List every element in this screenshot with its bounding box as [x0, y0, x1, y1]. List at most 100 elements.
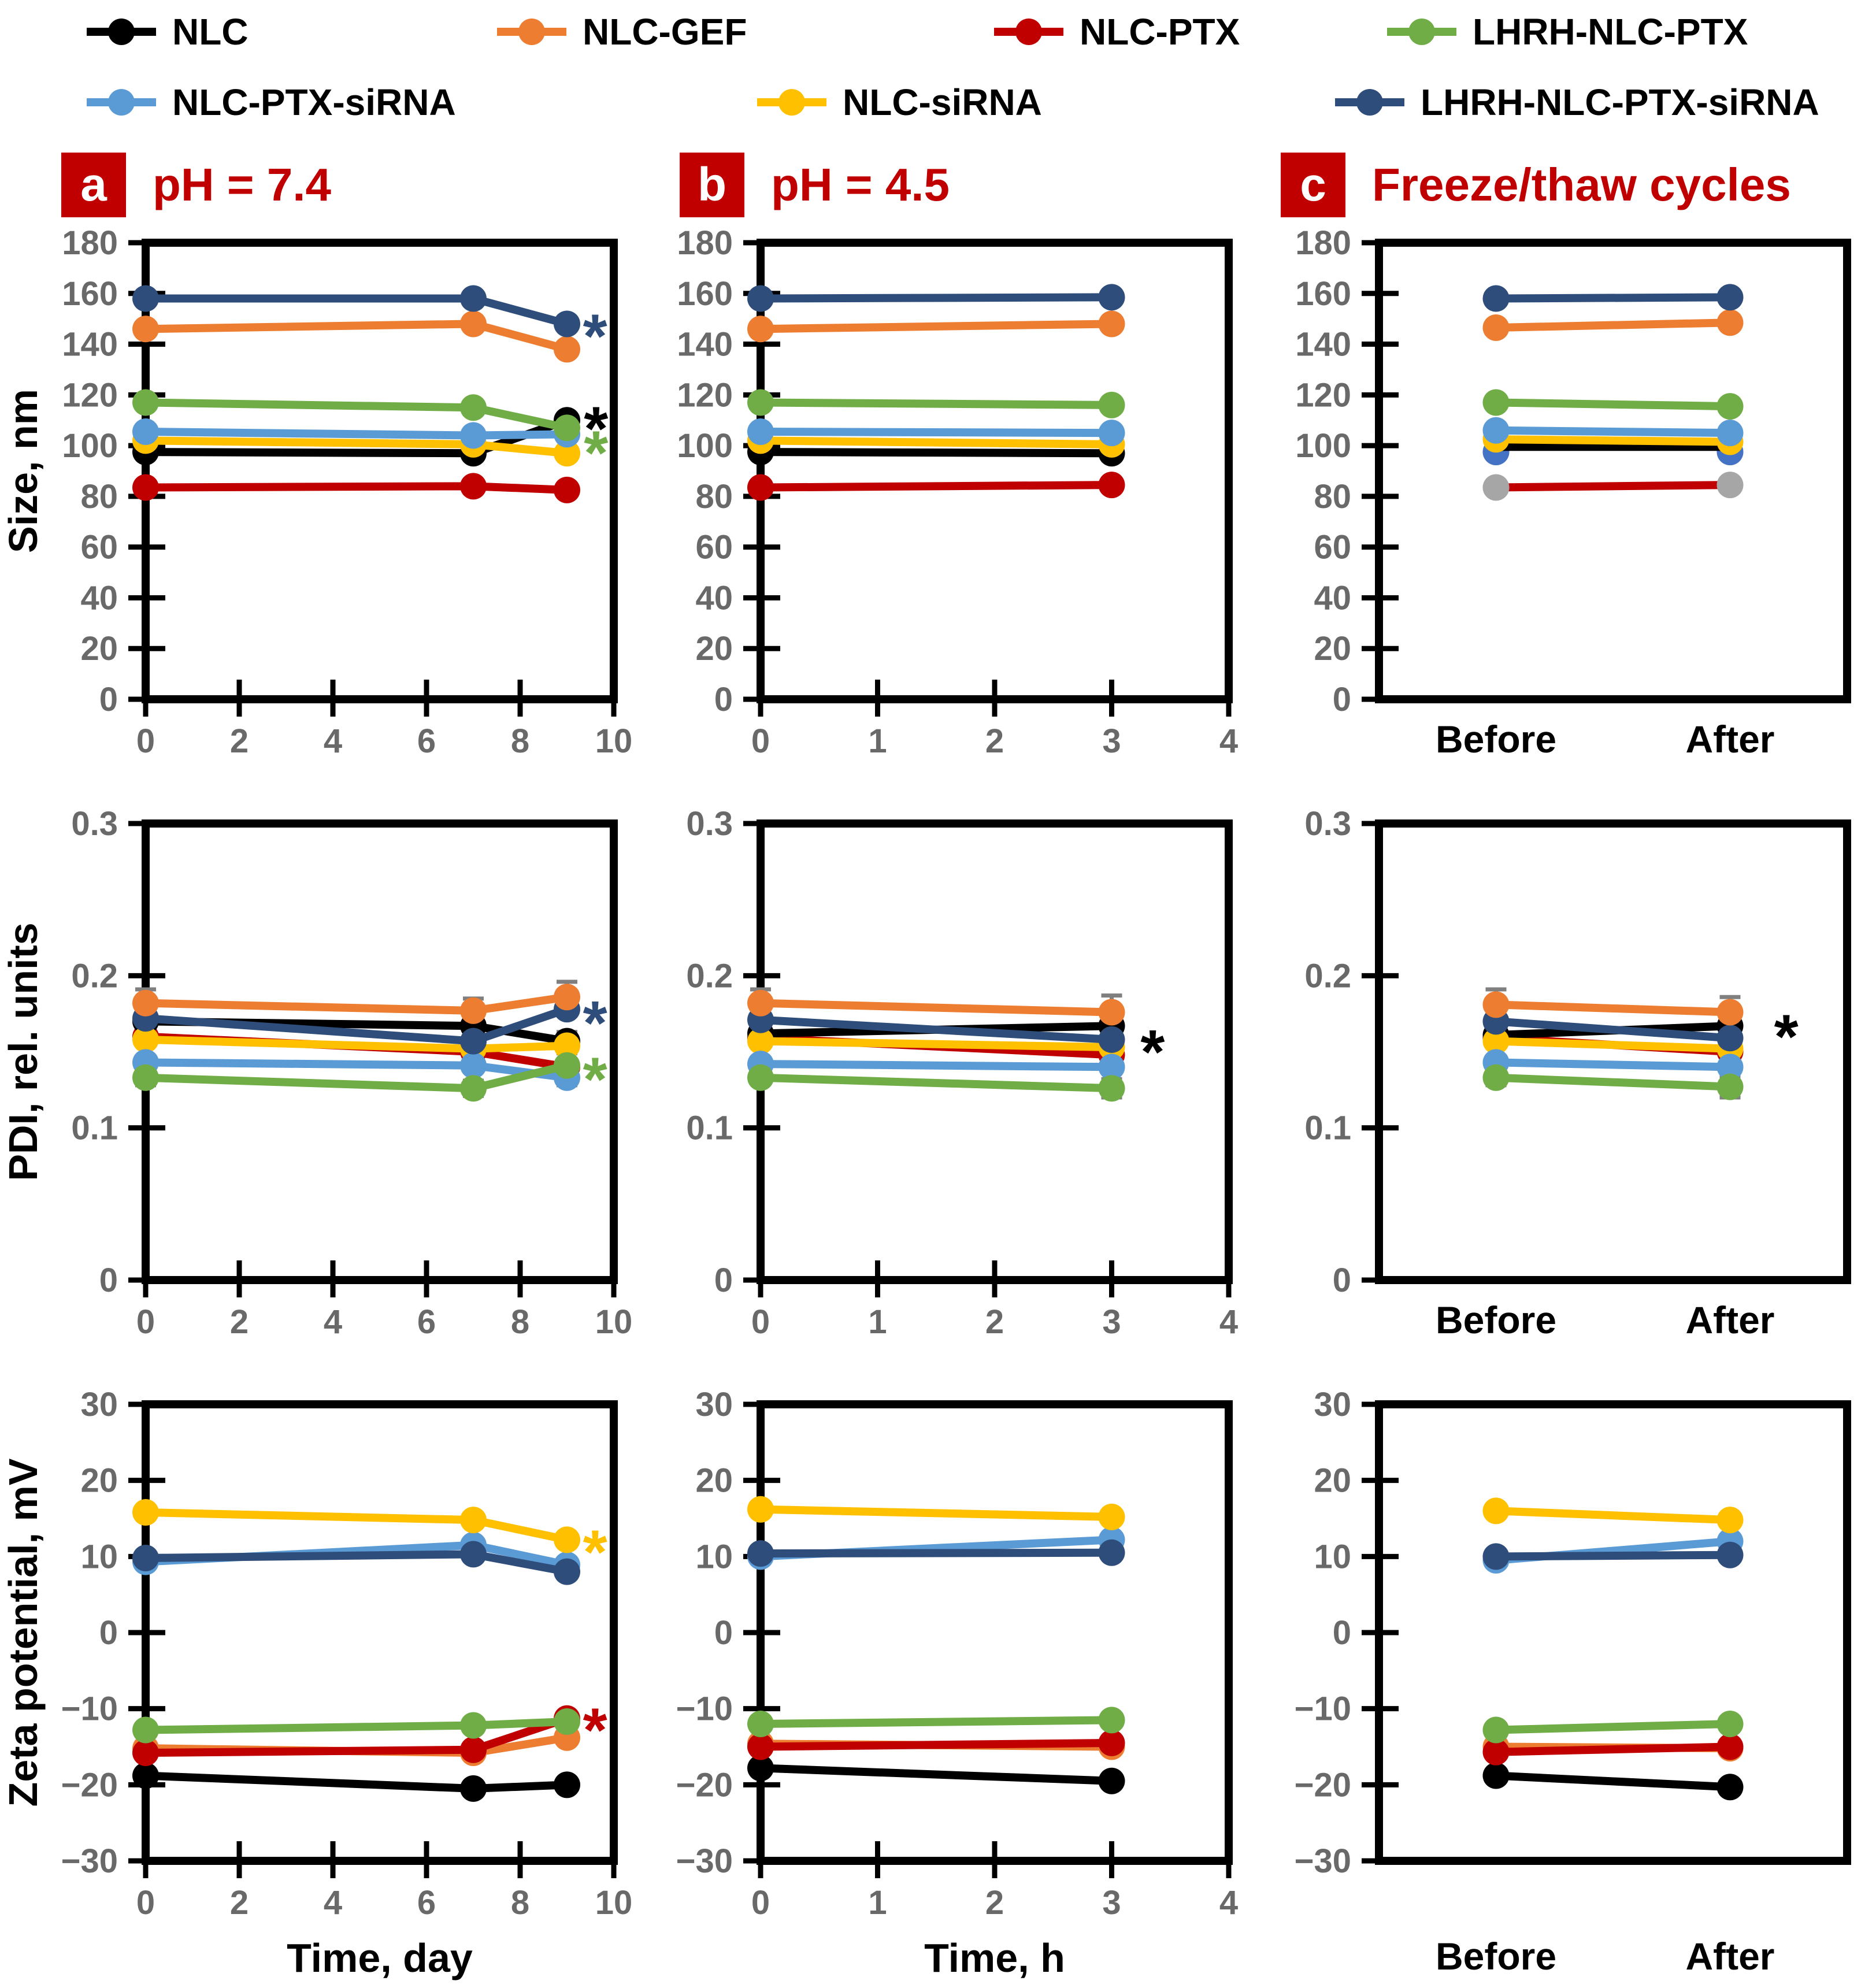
svg-text:*: * [583, 1044, 607, 1114]
svg-text:*: * [1774, 1002, 1799, 1071]
svg-text:30: 30 [1314, 1387, 1351, 1423]
svg-text:4: 4 [324, 722, 342, 760]
legend-item-nlc-ptx: NLC-PTX [994, 10, 1240, 53]
svg-text:30: 30 [695, 1387, 733, 1423]
svg-text:6: 6 [417, 1303, 436, 1341]
svg-text:20: 20 [695, 1462, 733, 1500]
line-marker-icon [87, 18, 156, 45]
svg-text:10: 10 [695, 1538, 733, 1575]
svg-text:4: 4 [1219, 1884, 1238, 1922]
chart-zeta-freezethaw: −30 −20 −10 0 10 20 30 Before After [1295, 1387, 1851, 1978]
legend-item-nlc: NLC [87, 10, 249, 53]
svg-text:20: 20 [80, 1462, 118, 1500]
svg-text:After: After [1685, 1299, 1774, 1341]
svg-text:Time, day: Time, day [287, 1935, 473, 1980]
svg-text:*: * [584, 394, 608, 463]
svg-text:After: After [1685, 1935, 1774, 1978]
svg-text:140: 140 [62, 326, 118, 364]
svg-text:100: 100 [1295, 427, 1351, 465]
svg-text:0: 0 [714, 681, 733, 718]
svg-text:PDI, rel. units: PDI, rel. units [1, 922, 46, 1181]
svg-text:0.3: 0.3 [1304, 806, 1351, 843]
svg-text:4: 4 [324, 1303, 342, 1341]
svg-text:140: 140 [677, 326, 733, 364]
svg-text:*: * [1140, 1017, 1165, 1086]
svg-text:−10: −10 [61, 1690, 118, 1728]
svg-text:*: * [583, 988, 607, 1058]
svg-text:0.3: 0.3 [71, 806, 118, 843]
chart-size-ph45: 0 20 40 60 80 100 120 140 160 180 0 1 2 3 4 [677, 225, 1238, 760]
svg-text:60: 60 [695, 529, 733, 566]
svg-text:0.2: 0.2 [686, 957, 733, 995]
svg-text:0: 0 [99, 681, 118, 718]
legend: NLC NLC-GEF NLC-PTX LHRH-NLC-PTX NLC-PTX… [0, 0, 1876, 144]
chart-zeta-ph45: −30 −20 −10 0 10 20 30 0 1 2 3 4 Time, h [676, 1387, 1239, 1980]
svg-text:120: 120 [1295, 376, 1351, 414]
panel-letter-badge: c [1281, 153, 1345, 217]
svg-text:80: 80 [1314, 478, 1351, 515]
svg-text:60: 60 [80, 529, 118, 566]
chart-pdi-freezethaw: 0 0.1 0.2 0.3 Before After * [1304, 806, 1851, 1341]
svg-text:80: 80 [695, 478, 733, 515]
svg-text:0.1: 0.1 [1304, 1110, 1351, 1147]
svg-text:−20: −20 [61, 1766, 118, 1804]
chart-pdi-ph45: 0 0.1 0.2 0.3 0 1 2 3 4 * [686, 806, 1238, 1341]
legend-item-nlc-gef: NLC-GEF [497, 10, 747, 53]
svg-text:140: 140 [1295, 326, 1351, 364]
svg-text:0: 0 [1333, 681, 1351, 718]
panel-header-b: b pH = 4.5 [647, 144, 1240, 225]
line-marker-icon [1335, 89, 1404, 116]
svg-text:3: 3 [1102, 1884, 1121, 1922]
svg-text:6: 6 [417, 722, 436, 760]
svg-text:10: 10 [595, 1303, 633, 1341]
panel-letter-badge: a [61, 153, 126, 217]
svg-text:0: 0 [99, 1262, 118, 1299]
svg-text:3: 3 [1102, 1303, 1121, 1341]
legend-label: NLC [172, 11, 249, 53]
legend-item-lhrh-nlc-ptx: LHRH-NLC-PTX [1387, 10, 1748, 53]
svg-text:120: 120 [677, 376, 733, 414]
svg-text:10: 10 [1314, 1538, 1351, 1575]
svg-text:*: * [583, 301, 607, 370]
svg-text:4: 4 [1219, 722, 1238, 760]
panel-letter-badge: b [680, 153, 744, 217]
line-marker-icon [1387, 18, 1456, 45]
svg-text:0: 0 [99, 1614, 118, 1652]
svg-text:0: 0 [136, 722, 155, 760]
svg-text:2: 2 [230, 1303, 249, 1341]
panel-title: pH = 4.5 [771, 159, 950, 210]
svg-text:2: 2 [985, 1884, 1004, 1922]
svg-text:After: After [1685, 718, 1774, 761]
svg-text:160: 160 [677, 275, 733, 313]
legend-label: NLC-GEF [583, 11, 747, 53]
svg-text:0: 0 [136, 1884, 155, 1922]
svg-text:1: 1 [868, 1884, 887, 1922]
chart-size-freezethaw: 0 20 40 60 80 100 120 140 160 180 Before After [1295, 225, 1851, 761]
svg-text:0: 0 [1333, 1614, 1351, 1652]
svg-text:180: 180 [62, 225, 118, 262]
svg-text:−30: −30 [1295, 1842, 1351, 1880]
svg-text:−10: −10 [1295, 1690, 1351, 1728]
svg-text:2: 2 [230, 722, 249, 760]
svg-text:180: 180 [1295, 225, 1351, 262]
svg-text:40: 40 [695, 579, 733, 617]
svg-text:Size, nm: Size, nm [1, 389, 46, 553]
svg-text:8: 8 [511, 1303, 529, 1341]
svg-text:8: 8 [511, 1884, 529, 1922]
svg-text:2: 2 [985, 1303, 1004, 1341]
svg-text:100: 100 [677, 427, 733, 465]
svg-text:10: 10 [595, 1884, 633, 1922]
legend-item-lhrh-nlc-ptx-sirna: LHRH-NLC-PTX-siRNA [1335, 81, 1819, 124]
svg-text:*: * [584, 417, 608, 487]
panel-title: pH = 7.4 [153, 159, 332, 210]
svg-text:−30: −30 [61, 1842, 118, 1880]
svg-text:Before: Before [1436, 1299, 1556, 1341]
svg-text:0: 0 [714, 1614, 733, 1652]
line-marker-icon [87, 89, 156, 116]
svg-text:1: 1 [868, 1303, 887, 1341]
svg-text:0.1: 0.1 [71, 1110, 118, 1147]
svg-text:Before: Before [1436, 718, 1556, 761]
svg-text:40: 40 [1314, 579, 1351, 617]
svg-text:8: 8 [511, 722, 529, 760]
